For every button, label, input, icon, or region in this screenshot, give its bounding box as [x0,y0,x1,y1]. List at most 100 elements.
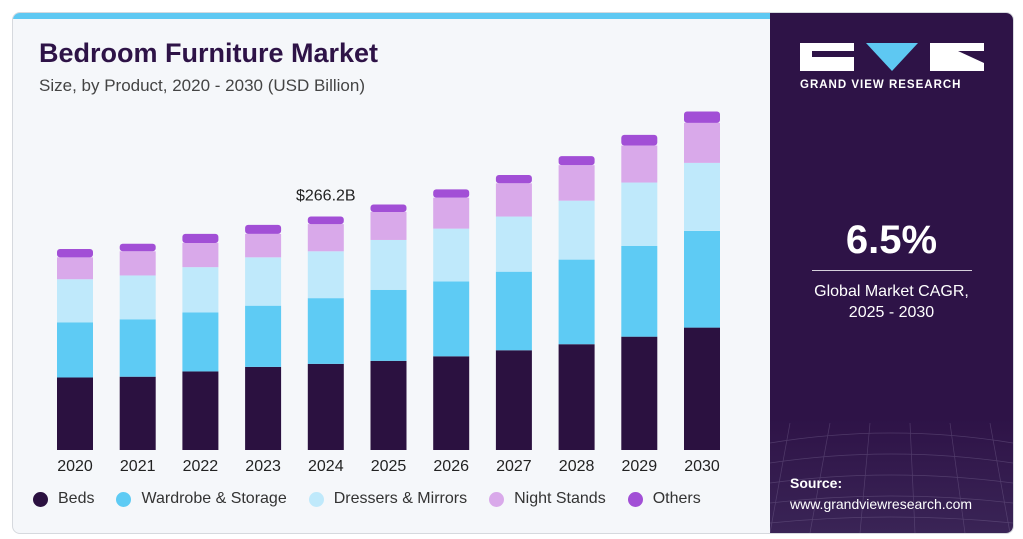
cagr-label-line1: Global Market CAGR, [814,283,969,300]
bar-beds-2027 [495,350,532,450]
cagr-label-line2: 2025 - 2030 [848,304,935,321]
bar-wardrobe-storage-2020 [57,322,93,378]
brand-logo-icon[interactable] [800,41,985,73]
bar-others-2028 [558,156,595,166]
bar-beds-2025 [370,360,407,450]
bar-dressers-mirrors-2023 [245,257,282,306]
x-tick-label: 2028 [559,458,595,475]
legend-item-night-stands: Night Stands [489,490,606,508]
bar-night-stands-2025 [370,212,407,240]
bar-others-2023 [245,224,282,234]
source-link[interactable]: www.grandviewresearch.com [790,496,973,512]
bar-wardrobe-storage-2025 [370,289,407,361]
bar-wardrobe-storage-2021 [119,319,156,377]
bar-others-2025 [370,204,407,212]
bar-wardrobe-storage-2030 [684,230,720,328]
bar-wardrobe-storage-2027 [495,271,532,351]
stacked-bar-chart: 2020 2021 2022 2023 2024 2025 2026 2027 2028 2029… [57,111,720,475]
x-tick-label: 2021 [120,458,156,475]
bar-beds-2024 [307,363,344,450]
bar-beds-2020 [57,377,93,450]
legend-label: Night Stands [514,490,606,507]
cagr-divider [812,270,972,271]
bar-dressers-mirrors-2029 [621,182,658,246]
legend-swatch [489,491,505,507]
legend-item-dressers-mirrors: Dressers & Mirrors [308,490,468,508]
bar-dressers-mirrors-2028 [558,200,595,260]
bar-others-2021 [119,243,156,252]
legend-item-wardrobe-storage: Wardrobe & Storage [116,490,287,508]
bar-dressers-mirrors-2020 [57,279,93,323]
legend-label: Wardrobe & Storage [141,490,287,507]
bar-night-stands-2027 [495,183,532,217]
bar-wardrobe-storage-2022 [182,312,219,372]
bar-night-stands-2022 [182,242,219,268]
bar-beds-2028 [558,344,595,450]
report-card: Bedroom Furniture Market Size, by Produc… [12,12,1014,534]
bar-others-2022 [182,233,219,243]
bar-others-2029 [621,134,658,146]
chart-legend: Beds Wardrobe & Storage Dressers & Mirrors… [33,490,701,508]
bar-night-stands-2030 [684,122,720,163]
bar-others-2024 [307,216,344,225]
bar-beds-2023 [245,366,282,450]
x-tick-label: 2030 [684,458,720,475]
bar-night-stands-2021 [119,251,156,276]
bar-wardrobe-storage-2028 [558,259,595,345]
bar-dressers-mirrors-2027 [495,216,532,272]
bar-night-stands-2028 [558,165,595,201]
legend-label: Beds [58,490,95,507]
bar-dressers-mirrors-2024 [307,251,344,299]
brand-name: GRAND VIEW RESEARCH [800,79,962,91]
x-tick-label: 2020 [57,458,93,475]
source-label: Source: [790,475,843,491]
x-tick-label: 2024 [308,458,344,475]
legend-swatch [33,491,48,507]
bar-beds-2021 [119,376,156,450]
bar-others-2027 [495,174,532,184]
bar-wardrobe-storage-2023 [245,305,282,367]
legend-item-others: Others [627,490,701,508]
bar-others-2020 [57,249,93,258]
bar-dressers-mirrors-2021 [119,275,156,320]
bar-wardrobe-storage-2026 [433,281,470,357]
x-tick-label: 2027 [496,458,532,475]
bar-night-stands-2024 [307,224,344,252]
x-tick-label: 2025 [371,458,407,475]
x-tick-label: 2026 [433,458,469,475]
bar-dressers-mirrors-2026 [433,228,470,282]
accent-bar [13,13,770,19]
bar-night-stands-2026 [433,197,470,229]
chart-subtitle: Size, by Product, 2020 - 2030 (USD Billi… [39,76,365,95]
cagr-value: 6.5% [845,218,938,262]
info-sidebar: GRAND VIEW RESEARCH 6.5% Global Market C… [770,13,1013,533]
bar-dressers-mirrors-2030 [684,162,720,231]
legend-swatch [308,491,324,507]
bar-dressers-mirrors-2022 [182,267,219,313]
x-tick-label: 2022 [183,458,219,475]
legend-swatch [116,491,132,507]
legend-label: Others [652,490,701,507]
x-tick-label: 2023 [245,458,281,475]
bar-beds-2022 [182,371,219,450]
bar-beds-2026 [433,356,470,450]
bar-night-stands-2020 [57,257,93,280]
bar-night-stands-2029 [621,145,658,183]
chart-panel: Bedroom Furniture Market Size, by Produc… [13,13,770,533]
bar-night-stands-2023 [245,233,282,258]
chart-title: Bedroom Furniture Market [39,38,379,68]
legend-swatch [627,491,643,507]
cagr-label: Global Market CAGR, 2025 - 2030 [770,281,1013,323]
grid-decoration [770,423,1013,533]
bar-beds-2030 [684,327,720,450]
bar-wardrobe-storage-2024 [307,298,344,364]
legend-label: Dressers & Mirrors [333,490,468,507]
x-tick-label: 2029 [622,458,658,475]
legend-item-beds: Beds [33,490,94,508]
value-annotation: $266.2B [296,188,356,205]
bar-beds-2029 [621,336,658,450]
bar-others-2030 [684,111,720,123]
bar-wardrobe-storage-2029 [621,246,658,337]
bar-others-2026 [433,189,470,198]
bar-dressers-mirrors-2025 [370,239,407,290]
